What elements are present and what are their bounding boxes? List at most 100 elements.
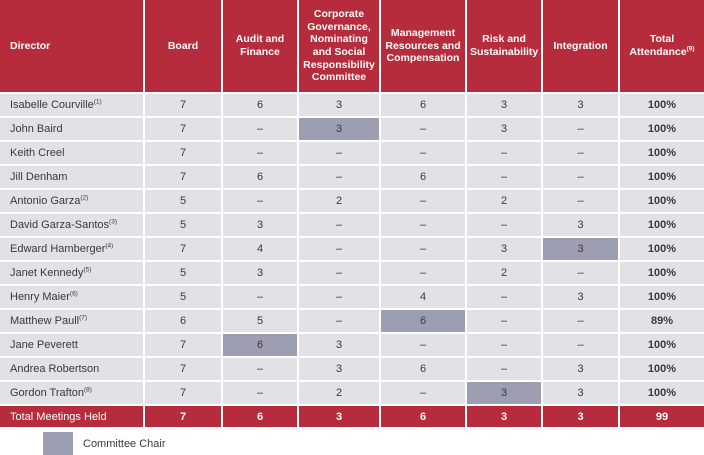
director-name: Matthew Paull — [10, 315, 80, 327]
director-name: Edward Hamberger — [10, 243, 106, 255]
meeting-count-cell: – — [298, 237, 381, 262]
meeting-count-cell: 5 — [144, 189, 223, 214]
table-row: Jane Peverett 7 6 3– – –100% — [0, 333, 704, 358]
meeting-count-cell: 7 — [144, 333, 223, 358]
footnote-marker: (5) — [83, 266, 92, 274]
meeting-count-cell: – — [466, 141, 543, 166]
meeting-count-cell: 3 — [542, 285, 620, 310]
table-row: Matthew Paull(7) 6 5–6– –89% — [0, 309, 704, 334]
committee-attendance-table: Director Board Audit and Finance Corporate … — [0, 0, 704, 427]
column-header-label: Total Attendance — [629, 33, 687, 58]
total-attendance-cell: 100% — [619, 165, 704, 190]
chair-cell-audit-and-finance: 6 — [222, 333, 299, 358]
director-name: Jane Peverett — [10, 339, 78, 351]
total-attendance-cell: 100% — [619, 285, 704, 310]
total-attendance-cell: 100% — [619, 93, 704, 118]
meeting-count-cell: – — [298, 285, 381, 310]
director-name: Gordon Trafton — [10, 387, 84, 399]
table-header: Director Board Audit and Finance Corporate … — [0, 0, 704, 94]
meeting-count-cell: – — [298, 165, 381, 190]
legend-label: Committee Chair — [83, 437, 166, 450]
meeting-count-cell: – — [466, 333, 543, 358]
meeting-count-cell: 5 — [144, 213, 223, 238]
meeting-count-cell: 3 — [466, 117, 543, 142]
meeting-count-cell: – — [380, 237, 467, 262]
meeting-count-cell: 2 — [466, 261, 543, 286]
director-name-cell: Henry Maier(6) — [0, 285, 145, 310]
director-name: Janet Kennedy — [10, 267, 84, 279]
meeting-count-cell: – — [542, 117, 620, 142]
total-attendance-cell: 100% — [619, 213, 704, 238]
total-attendance-cell: 100% — [619, 141, 704, 166]
column-header-total-attendance: Total Attendance(9) — [619, 0, 704, 94]
meeting-count-cell: 4 — [222, 237, 299, 262]
meeting-count-cell: – — [542, 189, 620, 214]
table-row: Janet Kennedy(5) 5 3– –2–100% — [0, 261, 704, 286]
meeting-count-cell: 3 — [542, 93, 620, 118]
table-row: Keith Creel 7– – – – –100% — [0, 141, 704, 166]
column-header-board: Board — [144, 0, 223, 94]
meeting-count-cell: – — [466, 165, 543, 190]
meeting-count-cell: – — [222, 117, 299, 142]
legend: Committee Chair — [43, 432, 704, 455]
meeting-count-cell: 3 — [298, 93, 381, 118]
chair-cell-management-resources: 6 — [380, 309, 467, 334]
total-meetings-count-cell: 3 — [466, 405, 543, 427]
director-name: Jill Denham — [10, 171, 68, 183]
meeting-count-cell: 2 — [298, 189, 381, 214]
meeting-count-cell: – — [380, 261, 467, 286]
footnote-marker: (1) — [93, 98, 102, 106]
director-name: Isabelle Courville — [10, 99, 94, 111]
director-name-cell: Jane Peverett — [0, 333, 145, 358]
table-row: Andrea Robertson 7–3 6–3 100% — [0, 357, 704, 382]
meeting-count-cell: 3 — [542, 381, 620, 406]
table-row: Edward Hamberger(4) 7 4– –3 3 100% — [0, 237, 704, 262]
director-name-cell: Janet Kennedy(5) — [0, 261, 145, 286]
total-meetings-count-cell: 7 — [144, 405, 223, 427]
table-body: Isabelle Courville(1) 7 6 3 6 3 3 100% John Bair… — [0, 93, 704, 427]
column-header-management-resources: Management Resources and Compensation — [380, 0, 467, 94]
meeting-count-cell: – — [380, 141, 467, 166]
director-name-cell: David Garza-Santos(3) — [0, 213, 145, 238]
meeting-count-cell: – — [466, 357, 543, 382]
table-row: Antonio Garza(2) 5–2–2–100% — [0, 189, 704, 214]
meeting-count-cell: 3 — [298, 333, 381, 358]
total-attendance-cell: 100% — [619, 237, 704, 262]
column-header-label: Integration — [553, 39, 608, 52]
director-name: Antonio Garza — [10, 195, 81, 207]
meeting-count-cell: 6 — [380, 357, 467, 382]
meeting-count-cell: 6 — [222, 165, 299, 190]
meeting-count-cell: – — [380, 333, 467, 358]
director-name-cell: Gordon Trafton(8) — [0, 381, 145, 406]
meeting-count-cell: – — [466, 309, 543, 334]
director-name: Keith Creel — [10, 147, 65, 159]
meeting-count-cell: – — [222, 141, 299, 166]
meeting-count-cell: – — [298, 141, 381, 166]
header-row: Director Board Audit and Finance Corporate … — [0, 0, 704, 94]
meeting-count-cell: – — [222, 285, 299, 310]
table-row: John Baird 7–3–3–100% — [0, 117, 704, 142]
meeting-count-cell: 6 — [380, 165, 467, 190]
meeting-count-cell: 7 — [144, 141, 223, 166]
column-header-director: Director — [0, 0, 145, 94]
footnote-marker: (3) — [109, 218, 117, 226]
meeting-count-cell: 2 — [466, 189, 543, 214]
meeting-count-cell: 5 — [144, 261, 223, 286]
column-header-label: Director — [10, 39, 51, 52]
table-row: Isabelle Courville(1) 7 6 3 6 3 3 100% — [0, 93, 704, 118]
total-meetings-count-cell: 6 — [380, 405, 467, 427]
meeting-count-cell: 7 — [144, 117, 223, 142]
column-header-corporate-governance: Corporate Governance, Nominating and Soc… — [298, 0, 381, 94]
chair-cell-corporate-governance: 3 — [298, 117, 381, 142]
meeting-count-cell: – — [542, 141, 620, 166]
meeting-count-cell: 3 — [298, 357, 381, 382]
column-header-label: Management Resources and Compensation — [385, 27, 461, 65]
meeting-count-cell: – — [222, 381, 299, 406]
column-header-integration: Integration — [542, 0, 620, 94]
total-meetings-count-cell: 3 — [298, 405, 381, 427]
total-attendance-cell: 89% — [619, 309, 704, 334]
column-header-label: Corporate Governance, Nominating and Soc… — [303, 8, 375, 84]
meeting-count-cell: 5 — [144, 285, 223, 310]
column-header-label: Audit and Finance — [235, 33, 285, 58]
